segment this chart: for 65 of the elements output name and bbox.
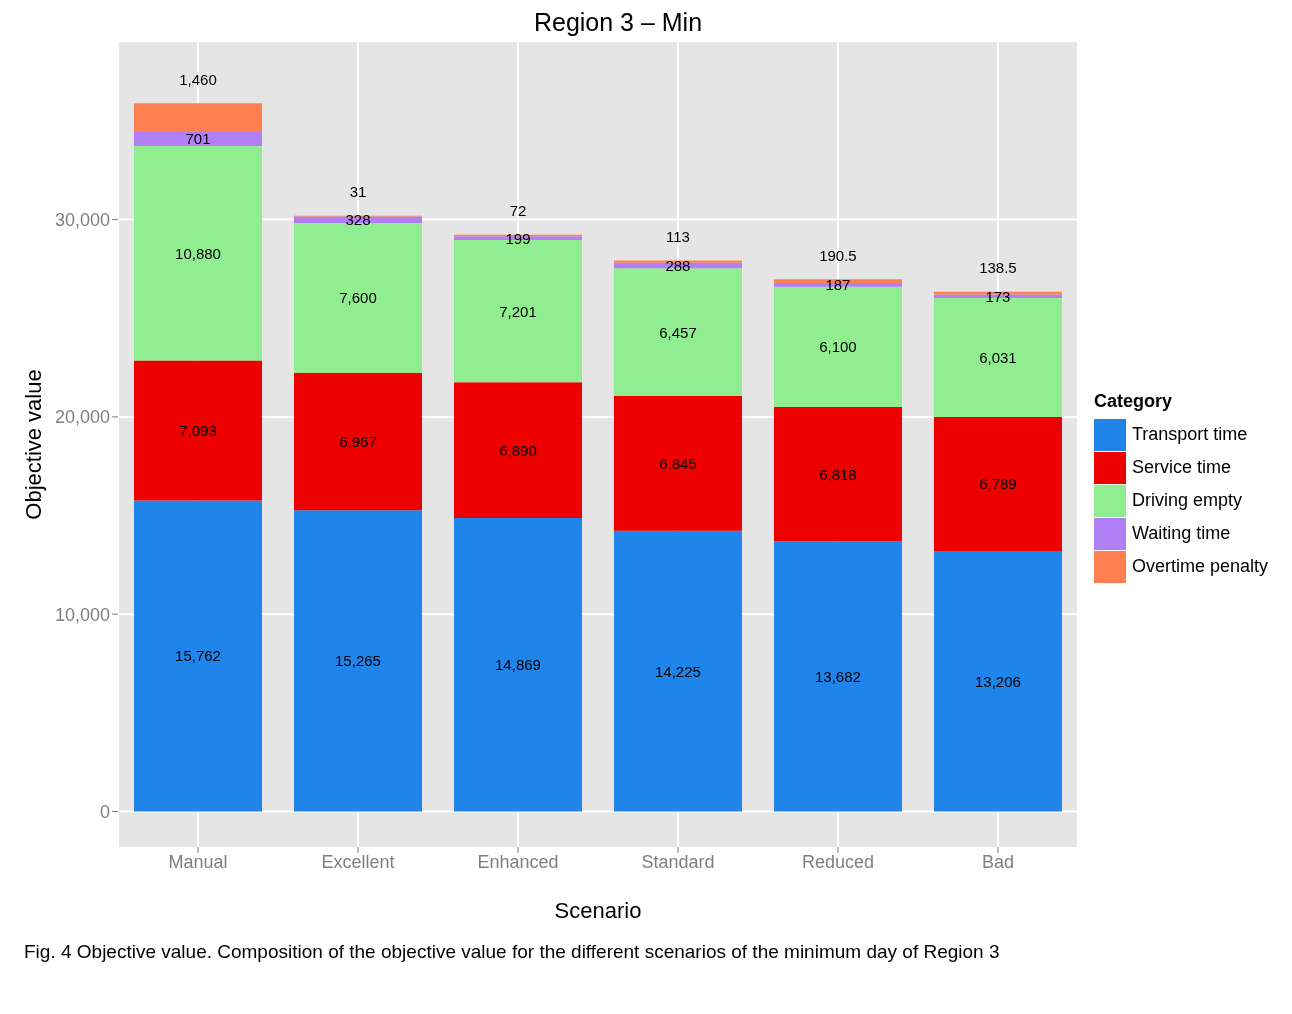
data-label: 7,093 bbox=[179, 422, 217, 440]
data-label: 7,600 bbox=[339, 289, 377, 307]
data-label: 31 bbox=[349, 183, 367, 201]
y-axis-title: Objective value bbox=[20, 369, 46, 520]
bar bbox=[613, 260, 742, 263]
bar bbox=[134, 145, 262, 361]
bar bbox=[134, 132, 262, 146]
x-tick-label: Enhanced bbox=[477, 851, 559, 872]
legend-label: Driving empty bbox=[1131, 490, 1242, 511]
bar bbox=[933, 550, 1062, 812]
x-tick-label: Standard bbox=[641, 851, 715, 872]
legend-label: Transport time bbox=[1131, 424, 1248, 445]
x-axis-title: Scenario bbox=[554, 897, 642, 923]
bar bbox=[293, 372, 422, 511]
y-tick-label: 0 bbox=[99, 801, 110, 822]
data-label: 138.5 bbox=[979, 259, 1017, 277]
chart-title: Region 3 – Min bbox=[532, 8, 704, 37]
x-tick-label: Bad bbox=[981, 851, 1014, 872]
x-tick-label: Manual bbox=[168, 851, 228, 872]
data-label: 6,890 bbox=[499, 441, 537, 459]
data-label: 113 bbox=[666, 227, 690, 245]
caption: Fig. 4 Objective value. Composition of the objective value for the different scenarios of the minimum day of Region 3 bbox=[24, 941, 1001, 963]
bar bbox=[773, 541, 902, 812]
bar bbox=[453, 518, 582, 812]
legend-label: Waiting time bbox=[1131, 523, 1231, 544]
data-label: 6,818 bbox=[819, 465, 857, 483]
data-label: 13,206 bbox=[975, 672, 1021, 690]
data-label: 328 bbox=[345, 211, 371, 229]
data-label: 6,031 bbox=[979, 348, 1017, 366]
y-tick-label: 30,000 bbox=[54, 209, 110, 230]
data-label: 6,457 bbox=[659, 323, 697, 341]
x-tick-label: Reduced bbox=[801, 851, 874, 872]
legend-label: Overtime penalty bbox=[1131, 556, 1268, 577]
bar bbox=[773, 407, 902, 542]
y-tick-label: 20,000 bbox=[54, 407, 110, 428]
data-label: 6,967 bbox=[339, 433, 377, 451]
bar bbox=[453, 382, 582, 519]
data-label: 6,845 bbox=[659, 454, 697, 472]
bar bbox=[613, 395, 742, 531]
x-tick-label: Excellent bbox=[321, 851, 395, 872]
data-label: 10,880 bbox=[175, 244, 221, 262]
bar bbox=[613, 530, 742, 812]
legend-title: Category bbox=[1093, 391, 1173, 412]
bar bbox=[933, 416, 1062, 551]
data-label: 6,789 bbox=[979, 475, 1017, 493]
data-label: 1,460 bbox=[179, 70, 217, 88]
bar bbox=[293, 510, 422, 812]
bar bbox=[293, 216, 422, 223]
bar bbox=[134, 103, 262, 133]
legend-label: Service time bbox=[1131, 457, 1231, 478]
bar bbox=[134, 360, 262, 501]
data-label: 288 bbox=[665, 257, 691, 275]
data-label: 14,225 bbox=[655, 662, 701, 680]
data-label: 7,201 bbox=[499, 302, 537, 320]
y-tick-label: 10,000 bbox=[54, 604, 110, 625]
bar bbox=[134, 500, 262, 812]
data-label: 187 bbox=[825, 276, 851, 294]
data-label: 72 bbox=[509, 202, 527, 220]
data-label: 15,265 bbox=[335, 652, 381, 670]
data-label: 13,682 bbox=[815, 668, 861, 686]
data-label: 6,100 bbox=[819, 338, 857, 356]
data-label: 14,869 bbox=[495, 656, 541, 674]
data-label: 15,762 bbox=[175, 647, 221, 665]
data-label: 190.5 bbox=[819, 246, 857, 264]
data-label: 701 bbox=[185, 130, 211, 148]
